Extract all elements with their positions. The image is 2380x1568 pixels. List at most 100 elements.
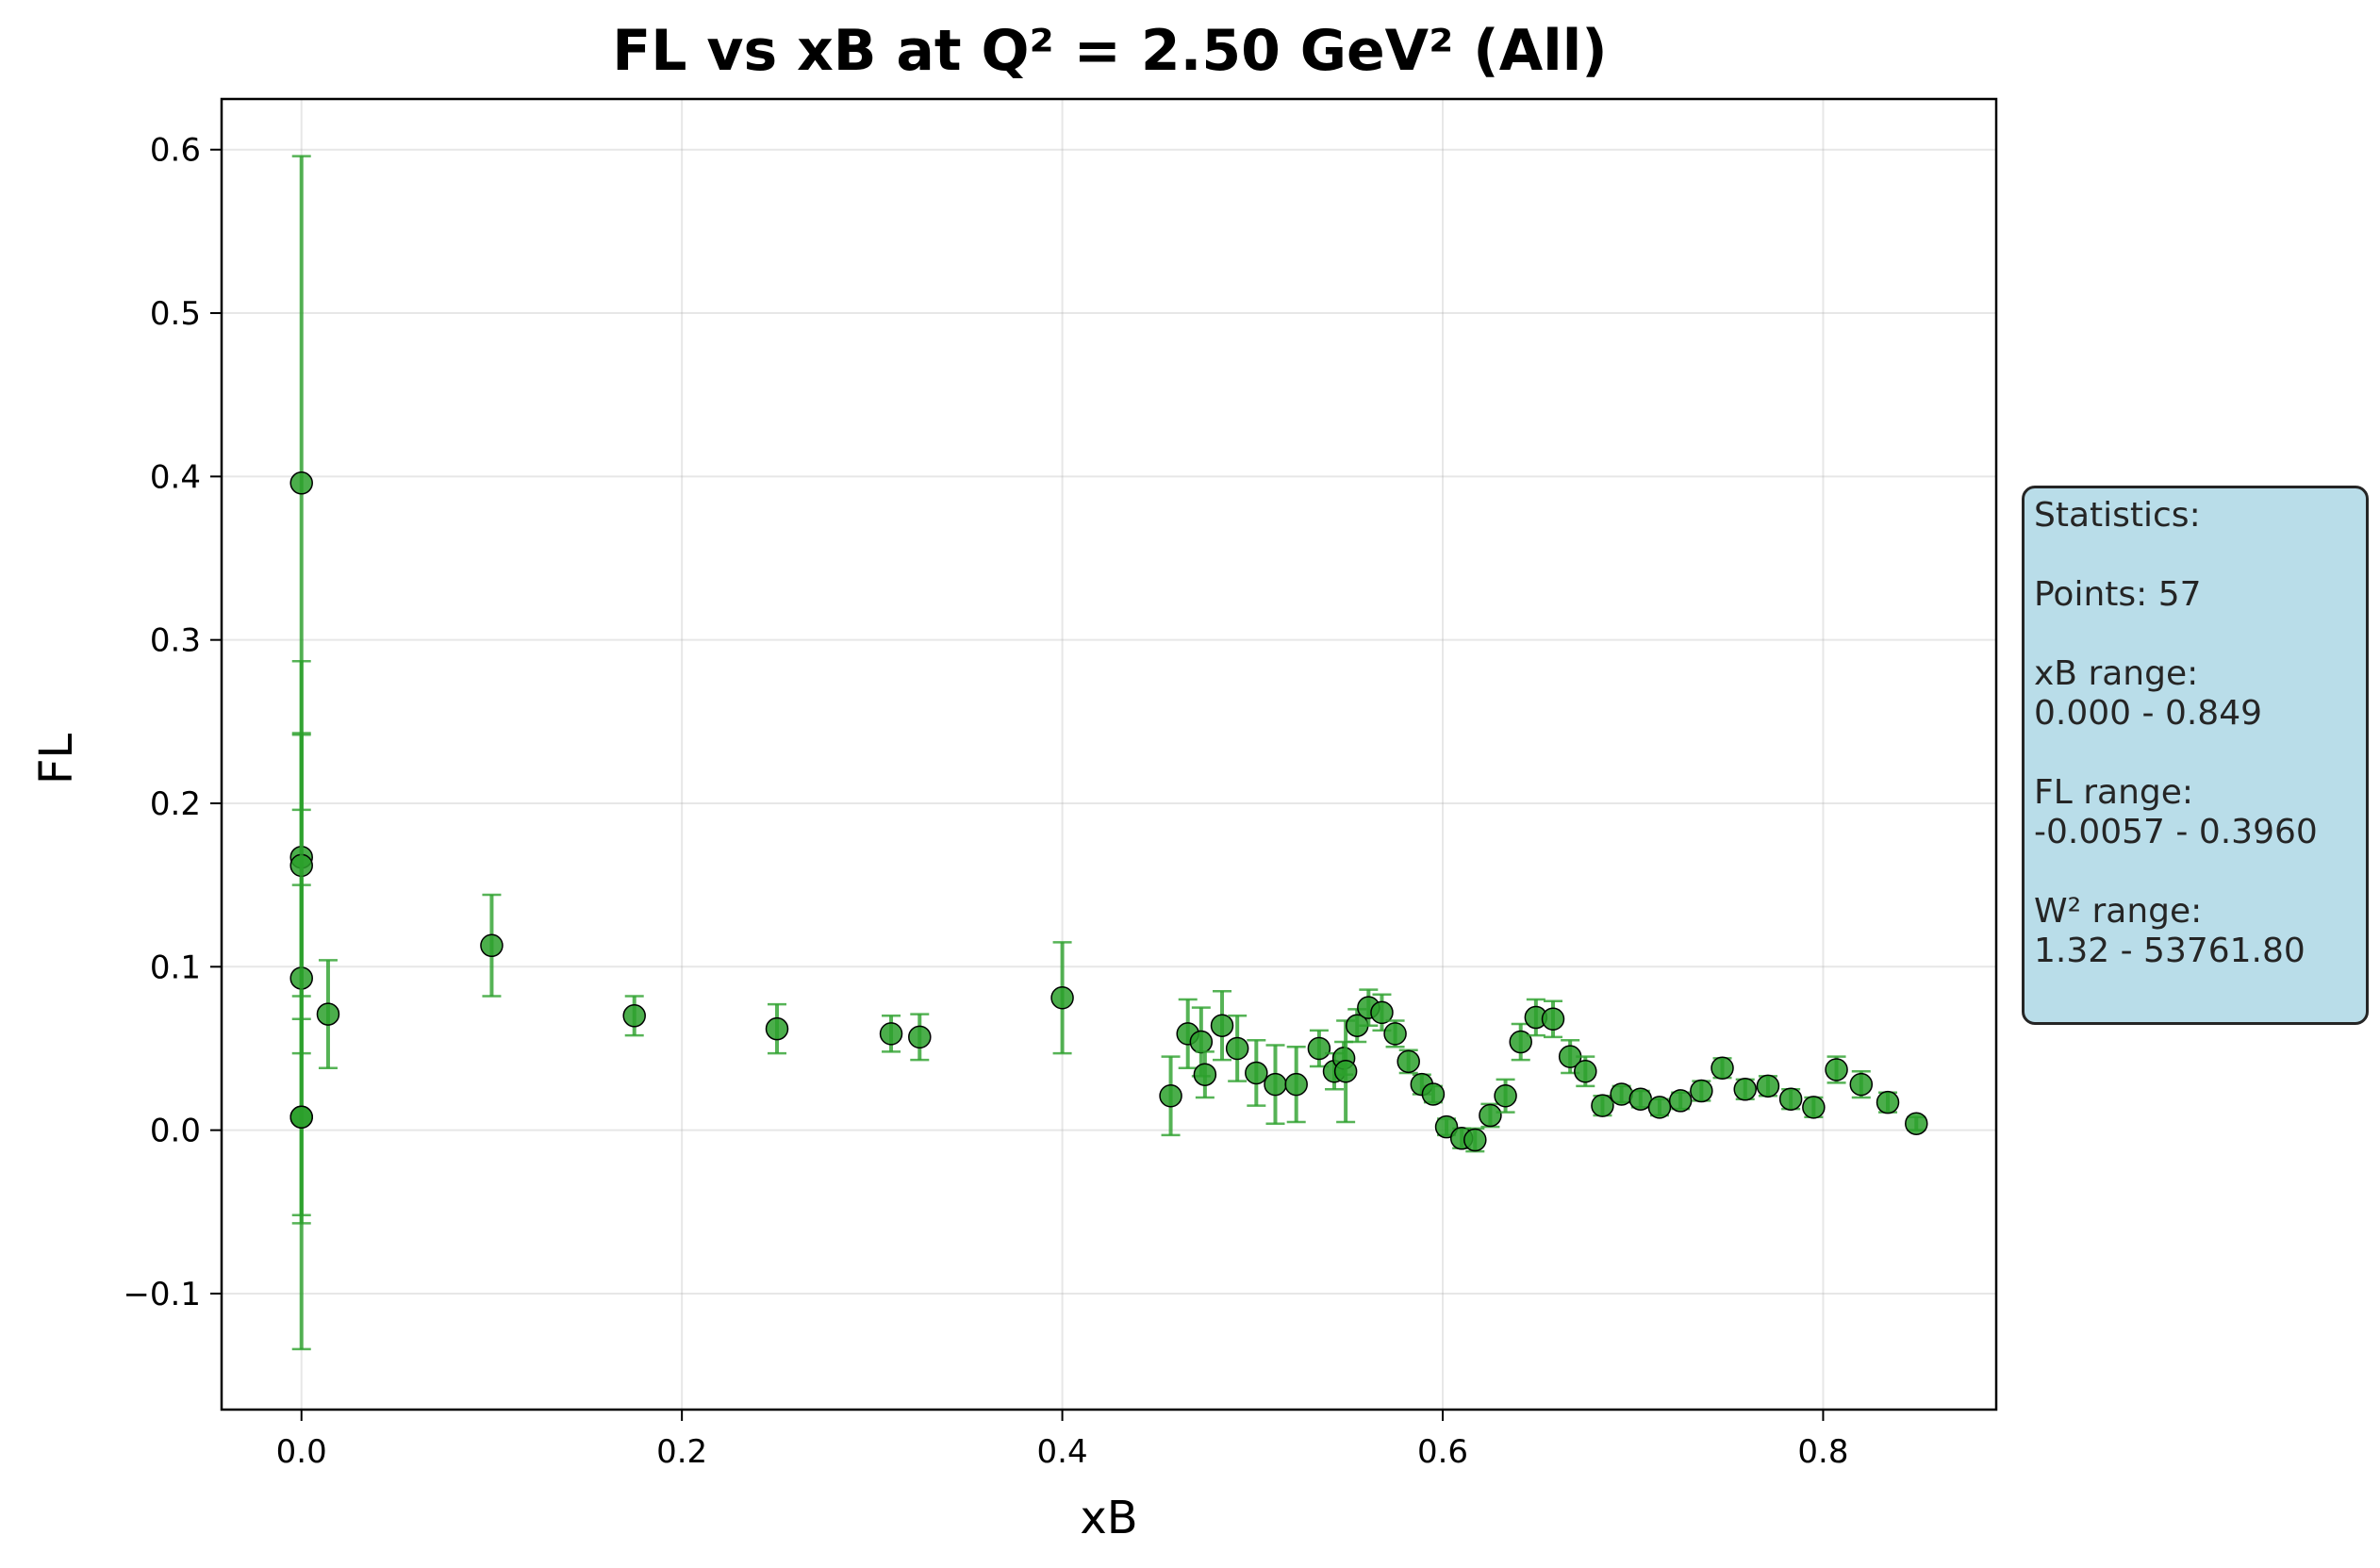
point-marker [1333,1059,1358,1083]
point-marker [1756,1074,1780,1098]
data-point [1668,1089,1693,1113]
data-point [316,959,340,1070]
data-point [765,1002,789,1055]
data-point [1264,1044,1287,1125]
point-marker [1802,1096,1826,1119]
x-tick-label: 0.2 [656,1433,707,1471]
point-marker [1159,1083,1182,1108]
data-point [908,1013,932,1062]
point-marker [1711,1056,1734,1081]
point-marker [1825,1058,1848,1081]
stats-w2-label: W² range: [2034,892,2203,931]
data-point [879,1015,903,1053]
data-point [1494,1078,1517,1114]
data-point [1159,1055,1182,1137]
point-marker [1383,1022,1407,1046]
y-axis-label: FL [30,734,83,785]
axis-ticks: 0.0 0.2 0.4 0.6 0.8 −0.1 0.0 0.1 0.2 0.3 0.4 0.5 0.6 [123,132,1848,1471]
point-marker [1494,1083,1517,1108]
point-marker [480,933,504,958]
stats-fl-value: -0.0057 - 0.3960 [2034,813,2318,851]
data-point [1574,1055,1597,1088]
data-point [1541,999,1565,1039]
data-point [1421,1082,1446,1106]
point-marker [879,1022,903,1046]
point-marker [1307,1036,1331,1061]
point-marker [908,1025,932,1049]
data-point [1383,1019,1407,1048]
point-marker [1397,1049,1420,1074]
y-tick-label: 0.4 [150,458,201,496]
y-tick-label: 0.5 [150,295,201,333]
data-point [1690,1079,1713,1103]
data-point [1849,1069,1874,1099]
x-axis-label: xB [1080,1492,1137,1544]
point-marker [1668,1089,1693,1113]
data-point [1225,1015,1249,1082]
data-point [1245,1039,1268,1107]
y-tick-label: −0.1 [123,1276,201,1313]
point-marker [1245,1061,1268,1085]
point-marker [765,1016,789,1041]
point-marker [1778,1087,1803,1111]
data-point [1825,1055,1848,1084]
point-marker [1509,1030,1532,1054]
point-marker [1193,1063,1217,1086]
stats-heading: Statistics: [2034,496,2201,535]
point-marker [1849,1072,1874,1097]
data-point [1210,990,1234,1062]
data-point [1558,1039,1582,1075]
point-marker [1733,1078,1757,1101]
y-tick-label: 0.6 [150,132,201,170]
x-tick-label: 0.4 [1037,1433,1088,1471]
point-marker [1463,1128,1487,1152]
y-tick-label: 0.3 [150,622,201,660]
data-point [480,893,504,998]
point-marker [1421,1082,1446,1106]
data-point [1524,998,1548,1037]
data-point [1050,941,1074,1055]
data-point [1284,1045,1308,1124]
point-marker [316,1002,340,1026]
grid-lines [222,99,1996,1410]
stats-fl-label: FL range: [2034,773,2194,812]
data-point [1905,1112,1928,1135]
point-marker [1690,1079,1713,1103]
point-marker [1479,1103,1502,1128]
data-point [1509,1022,1532,1062]
data-point [289,1017,313,1217]
point-marker [1284,1072,1308,1097]
data-point [1193,1050,1217,1099]
data-point [1307,1029,1331,1068]
point-marker [1370,1000,1394,1025]
y-tick-label: 0.2 [150,785,201,823]
point-marker [1225,1036,1249,1061]
data-point [1463,1127,1487,1153]
y-tick-label: 0.0 [150,1113,201,1150]
y-tick-label: 0.1 [150,949,201,986]
data-point [1610,1082,1633,1106]
point-marker [1210,1014,1234,1037]
stats-xb-label: xB range: [2034,654,2199,693]
data-point [1711,1056,1734,1081]
data-point [1778,1087,1803,1111]
stats-points: Points: 57 [2034,575,2202,614]
point-marker [1574,1059,1597,1083]
x-tick-label: 0.6 [1417,1433,1468,1471]
point-marker [1050,985,1074,1010]
x-tick-label: 0.8 [1797,1433,1848,1471]
point-marker [1647,1096,1672,1119]
point-marker [1189,1030,1214,1054]
point-marker [1264,1072,1287,1097]
point-marker [1591,1094,1614,1117]
point-marker [1610,1082,1633,1106]
stats-xb-value: 0.000 - 0.849 [2034,694,2262,733]
point-marker [1541,1007,1565,1032]
point-marker [289,1105,313,1130]
stats-w2-value: 1.32 - 53761.80 [2034,932,2306,970]
data-point [1733,1078,1757,1101]
data-point [1591,1094,1614,1117]
data-points [289,155,1928,1351]
data-point [1479,1102,1502,1129]
